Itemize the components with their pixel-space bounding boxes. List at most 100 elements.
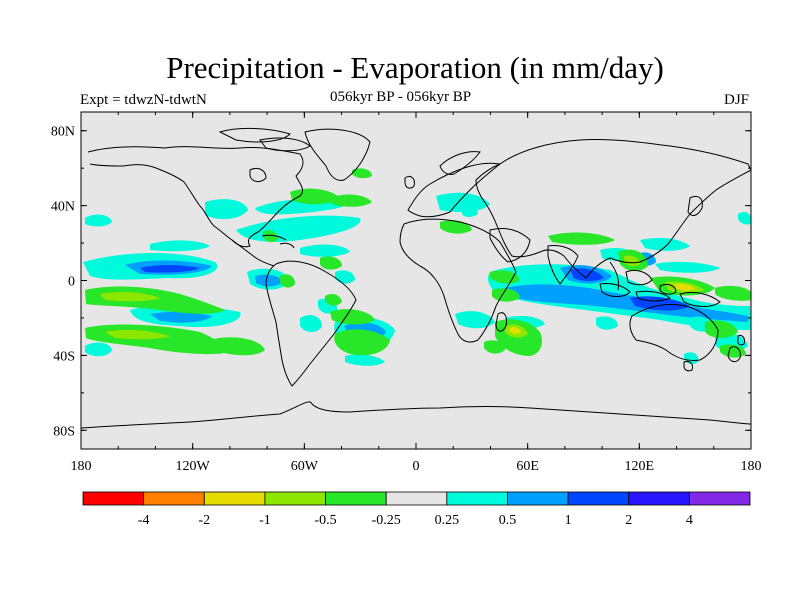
field-region bbox=[320, 256, 342, 270]
axis-ticks: 180 120W 60W 0 60E 120E 180 80N 40N 0 40S 80S bbox=[51, 112, 762, 474]
field-region bbox=[548, 232, 615, 245]
colorbar-box bbox=[203, 491, 266, 506]
field-region bbox=[510, 327, 521, 334]
field-region bbox=[210, 337, 265, 356]
chart-title: Precipitation - Evaporation (in mm/day) bbox=[166, 50, 664, 85]
anomaly-fields bbox=[83, 168, 751, 366]
field-region bbox=[325, 294, 342, 306]
coastline-new-zealand bbox=[727, 335, 745, 363]
field-region bbox=[300, 244, 350, 257]
colorbar-label: 0.25 bbox=[435, 513, 460, 528]
field-region bbox=[105, 329, 170, 340]
field-region bbox=[655, 261, 720, 273]
field-region bbox=[705, 320, 738, 338]
coastline-north-america bbox=[87, 146, 304, 248]
field-region bbox=[738, 212, 751, 225]
colorbar-box bbox=[143, 491, 205, 506]
field-region bbox=[100, 291, 160, 302]
coastline-scandinavia bbox=[439, 151, 481, 175]
lat-tick-label: 0 bbox=[68, 275, 75, 290]
negative-anomaly-regions bbox=[85, 168, 751, 358]
field-region bbox=[85, 214, 112, 227]
lon-tick-label: 180 bbox=[741, 459, 762, 474]
colorbar-box bbox=[628, 491, 690, 506]
field-region bbox=[85, 342, 112, 357]
coastline-antarctica bbox=[81, 401, 751, 429]
colorbar-box bbox=[82, 491, 145, 506]
field-region bbox=[624, 255, 640, 267]
field-region bbox=[462, 207, 478, 217]
colorbar-label: 4 bbox=[686, 513, 693, 528]
field-region bbox=[675, 283, 695, 291]
coastline-madagascar bbox=[495, 312, 507, 332]
field-region bbox=[150, 240, 210, 252]
coastline-caribbean bbox=[261, 234, 295, 249]
colorbar: -4 -2 -1 -0.5 -0.25 0.25 0.5 1 2 4 bbox=[82, 491, 751, 528]
colorbar-label: -4 bbox=[138, 513, 150, 528]
coastline-tasmania bbox=[683, 361, 693, 372]
lon-tick-label: 120E bbox=[625, 459, 655, 474]
coastline-japan bbox=[687, 195, 703, 216]
lon-tick-label: 60W bbox=[291, 459, 319, 474]
lat-tick-label: 80N bbox=[51, 125, 75, 140]
coastline-southeast-asia bbox=[609, 261, 653, 291]
coastline-uk bbox=[404, 175, 415, 189]
field-region bbox=[720, 344, 746, 358]
field-region bbox=[492, 288, 520, 302]
lon-tick-label: 120W bbox=[176, 459, 211, 474]
lat-tick-label: 80S bbox=[53, 424, 75, 439]
colorbar-box bbox=[446, 491, 508, 506]
lat-tick-label: 40S bbox=[53, 349, 75, 364]
field-region bbox=[140, 264, 200, 273]
field-region bbox=[455, 311, 495, 329]
coastline-south-america bbox=[265, 260, 357, 387]
coastlines bbox=[81, 127, 751, 429]
period-label: 056kyr BP - 056kyr BP bbox=[330, 89, 472, 105]
coastline-greenland bbox=[304, 128, 371, 181]
field-region bbox=[330, 194, 372, 207]
coastline-india bbox=[547, 245, 579, 285]
coastline-indonesia bbox=[599, 283, 677, 302]
coastline-hudson bbox=[249, 167, 267, 183]
field-region bbox=[484, 340, 505, 354]
colorbar-label: -0.5 bbox=[314, 513, 336, 528]
colorbar-label: 0.5 bbox=[499, 513, 517, 528]
coastline-australia bbox=[629, 303, 719, 361]
field-region bbox=[335, 270, 355, 284]
colorbar-box bbox=[567, 491, 630, 506]
coastline-central-america bbox=[231, 239, 275, 267]
lat-tick-label: 40N bbox=[51, 200, 75, 215]
field-region bbox=[334, 329, 390, 356]
coastline-arctic-islands bbox=[218, 127, 311, 152]
lon-tick-label: 180 bbox=[71, 459, 92, 474]
coastline-new-guinea bbox=[679, 291, 721, 307]
coastline-arabia bbox=[489, 227, 531, 263]
colorbar-box bbox=[325, 491, 387, 506]
colorbar-label: -2 bbox=[198, 513, 210, 528]
colorbar-box bbox=[264, 491, 326, 506]
field-region bbox=[255, 274, 283, 287]
field-region bbox=[505, 284, 748, 322]
field-region bbox=[300, 315, 322, 332]
colorbar-box bbox=[385, 491, 448, 506]
field-region bbox=[263, 230, 278, 243]
coastline-asia bbox=[475, 138, 751, 279]
field-region bbox=[280, 274, 295, 288]
map-background bbox=[81, 112, 751, 449]
colorbar-box bbox=[688, 491, 751, 506]
colorbar-label: -0.25 bbox=[372, 513, 401, 528]
field-region bbox=[345, 354, 385, 366]
field-region bbox=[352, 168, 372, 179]
field-region bbox=[715, 285, 751, 301]
experiment-label: Expt = tdwzN-tdwtN bbox=[80, 92, 207, 108]
colorbar-label: 2 bbox=[625, 513, 632, 528]
season-label: DJF bbox=[724, 92, 750, 108]
colorbar-label: 1 bbox=[565, 513, 572, 528]
field-region bbox=[490, 270, 520, 284]
field-region bbox=[150, 311, 212, 323]
coastline-europe bbox=[407, 162, 502, 218]
field-region bbox=[436, 192, 490, 212]
field-region bbox=[330, 309, 375, 325]
